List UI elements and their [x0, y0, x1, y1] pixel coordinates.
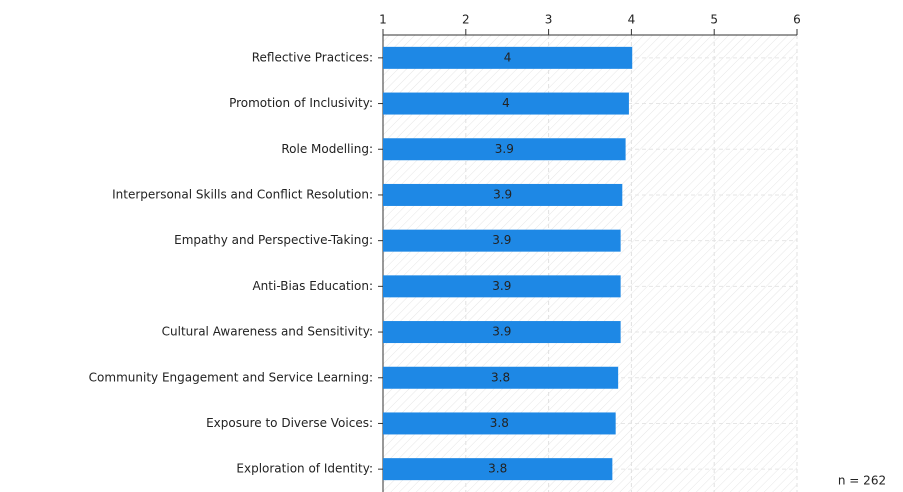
bar: [383, 229, 621, 252]
bar: [383, 412, 616, 435]
x-tick-label: 5: [710, 13, 718, 27]
value-label: 4: [502, 96, 510, 110]
bar: [383, 458, 613, 481]
value-label: 3.9: [495, 142, 514, 156]
y-tick-label: Interpersonal Skills and Conflict Resolu…: [112, 187, 373, 201]
y-tick-label: Exploration of Identity:: [236, 462, 373, 476]
value-label: 3.9: [492, 279, 511, 293]
y-tick-label: Cultural Awareness and Sensitivity:: [162, 325, 373, 339]
x-tick-label: 3: [545, 13, 553, 27]
value-label: 3.8: [488, 462, 507, 476]
value-label: 3.8: [491, 370, 510, 384]
x-tick-label: 1: [379, 13, 387, 27]
value-label: 3.9: [492, 325, 511, 339]
x-tick-label: 6: [793, 13, 801, 27]
y-tick-label: Role Modelling:: [281, 142, 373, 156]
y-tick-label: Promotion of Inclusivity:: [229, 96, 373, 110]
bar: [383, 366, 619, 389]
value-label: 4: [504, 50, 512, 64]
y-tick-label: Community Engagement and Service Learnin…: [89, 370, 373, 384]
x-tick-label: 4: [628, 13, 636, 27]
y-tick-label: Exposure to Diverse Voices:: [206, 416, 373, 430]
x-tick-label: 2: [462, 13, 470, 27]
bar: [383, 321, 621, 344]
value-label: 3.9: [493, 187, 512, 201]
y-tick-label: Reflective Practices:: [252, 50, 373, 64]
bar: [383, 275, 621, 298]
bar: [383, 92, 629, 115]
bar: [383, 183, 623, 206]
value-label: 3.9: [492, 233, 511, 247]
value-label: 3.8: [490, 416, 509, 430]
sample-size: n = 262: [838, 474, 886, 488]
bar: [383, 46, 633, 69]
bar: [383, 138, 626, 161]
y-tick-label: Anti-Bias Education:: [252, 279, 373, 293]
y-tick-label: Empathy and Perspective-Taking:: [174, 233, 373, 247]
